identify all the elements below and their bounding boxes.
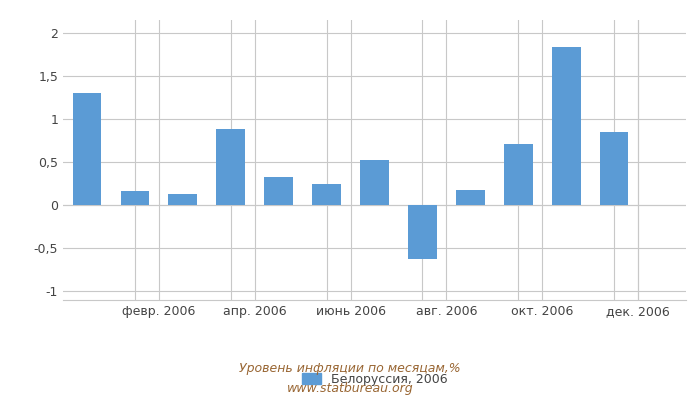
Bar xyxy=(216,130,245,205)
Text: www.statbureau.org: www.statbureau.org xyxy=(287,382,413,395)
Bar xyxy=(265,177,293,205)
Legend: Белоруссия, 2006: Белоруссия, 2006 xyxy=(297,368,452,391)
Bar xyxy=(504,144,533,205)
Bar xyxy=(552,47,580,205)
Bar xyxy=(360,160,389,205)
Bar xyxy=(169,194,197,205)
Bar xyxy=(600,132,629,205)
Text: Уровень инфляции по месяцам,%: Уровень инфляции по месяцам,% xyxy=(239,362,461,375)
Bar xyxy=(73,93,102,205)
Bar xyxy=(312,184,341,205)
Bar xyxy=(408,205,437,259)
Bar xyxy=(120,190,149,205)
Bar xyxy=(456,190,484,205)
